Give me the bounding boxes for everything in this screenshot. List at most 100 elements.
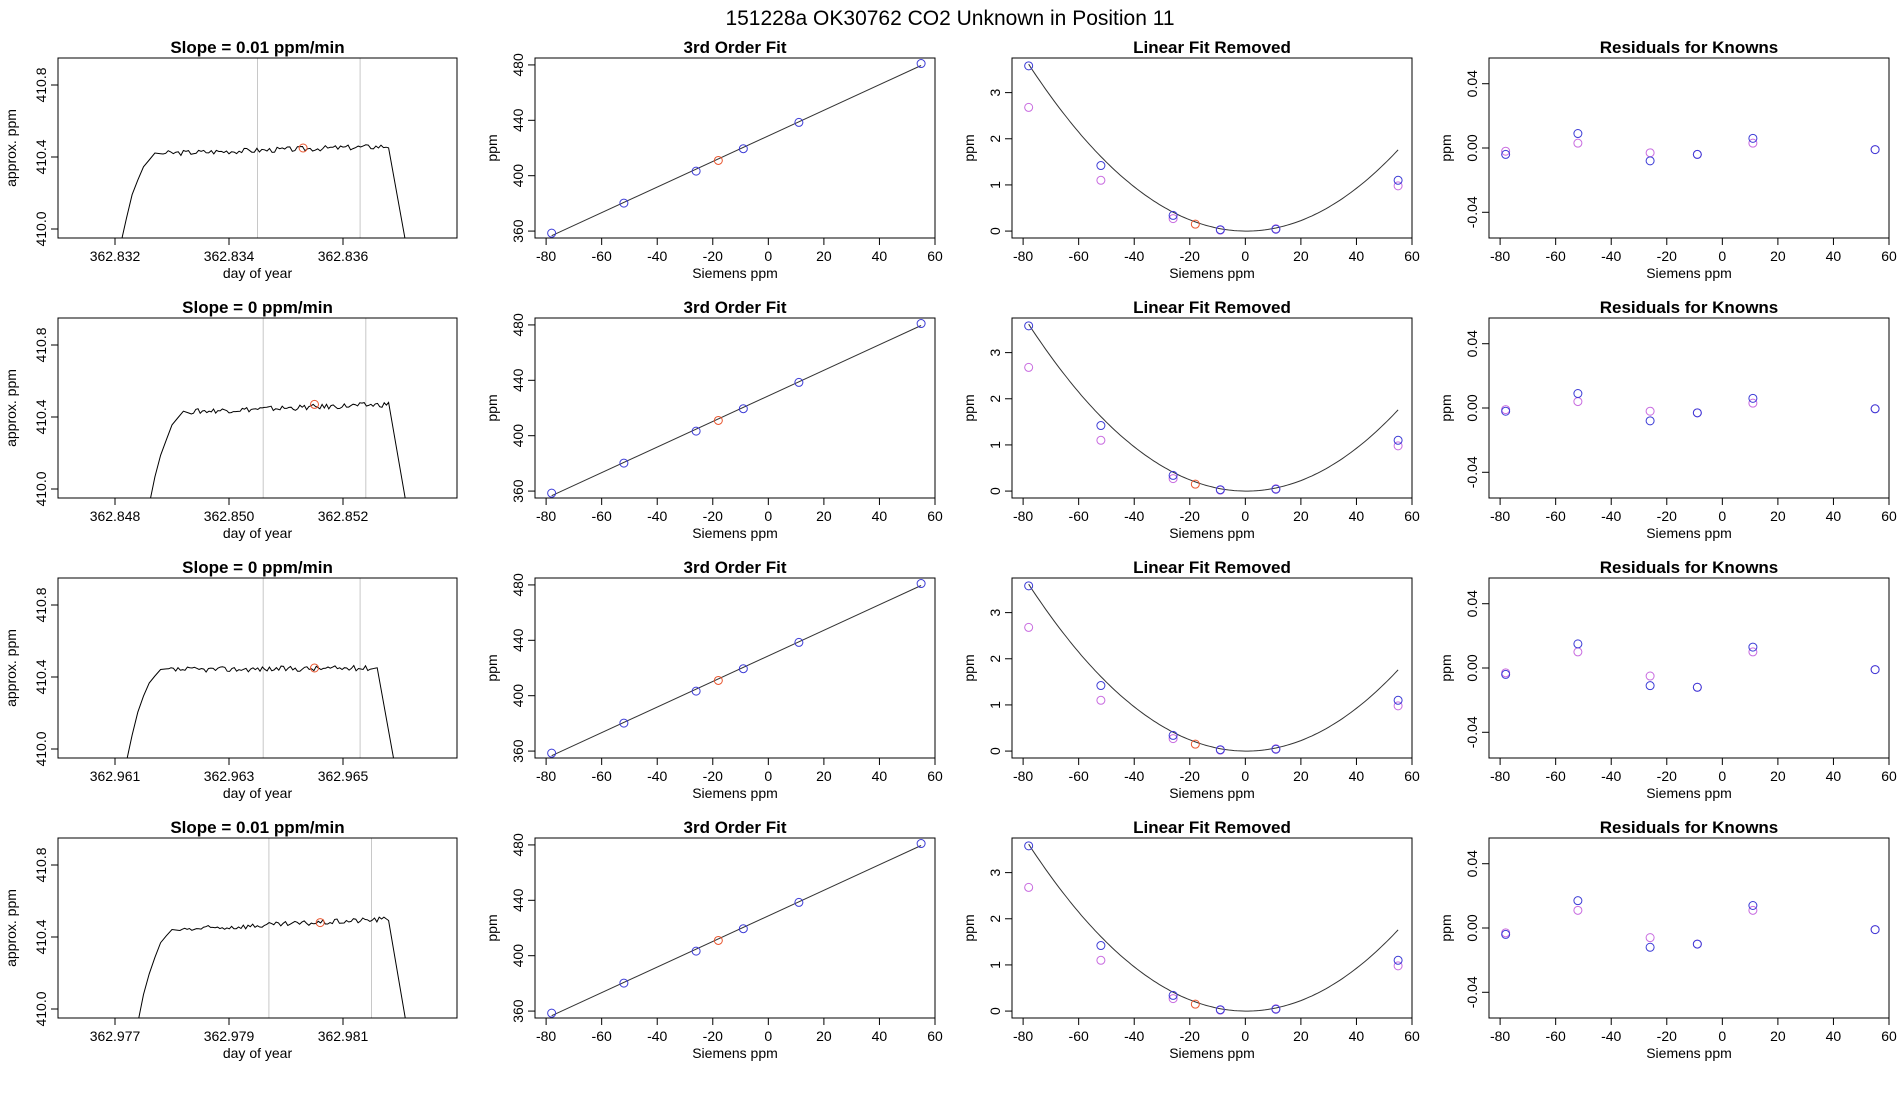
x-tick-label: 60 — [1881, 508, 1897, 524]
y-axis: 0 1 2 3 ppm — [961, 349, 1012, 495]
x-tick-label: -80 — [1013, 768, 1033, 784]
x-tick-label: 20 — [816, 768, 832, 784]
x-tick-label: 40 — [872, 508, 888, 524]
y-tick-label: 0.04 — [1464, 70, 1480, 97]
x-tick-label: -20 — [703, 768, 723, 784]
x-axis: -80 -60 -40 -20 0 20 40 60 Siemens ppm — [1013, 498, 1420, 541]
y-axis: 0 1 2 3 ppm — [961, 869, 1012, 1015]
x-tick-label: 0 — [1241, 508, 1249, 524]
known-point — [1096, 161, 1106, 171]
known-point — [691, 946, 701, 956]
panel-title: 3rd Order Fit — [684, 38, 787, 57]
known-point — [1024, 61, 1034, 71]
y-tick-label: 410.4 — [33, 659, 49, 694]
y-axis: -0.04 0.00 0.04 ppm — [1438, 590, 1489, 748]
known-point — [794, 897, 804, 907]
panel-fit-row4: 3rd Order Fit -80 -60 -40 -20 0 20 40 60 Siemens … — [484, 818, 943, 1061]
y-axis: 360 400 440 480 ppm — [484, 833, 535, 1023]
previous-point — [1645, 671, 1655, 681]
x-tick-label: -80 — [1013, 248, 1033, 264]
y-tick-label: 410.4 — [33, 919, 49, 954]
x-tick-label: -20 — [1657, 1028, 1677, 1044]
previous-point — [1024, 622, 1034, 632]
y-tick-label: 440 — [510, 628, 526, 652]
plot-frame — [57, 57, 458, 239]
known-point — [691, 166, 701, 176]
y-tick-label: 440 — [510, 888, 526, 912]
y-axis-label: ppm — [484, 134, 500, 161]
known-point — [916, 839, 926, 849]
y-tick-label: 3 — [987, 89, 1003, 97]
y-tick-label: 1 — [987, 441, 1003, 449]
previous-point — [1573, 138, 1583, 148]
x-tick-label: -40 — [1601, 508, 1621, 524]
y-tick-label: 2 — [987, 395, 1003, 403]
y-tick-label: 360 — [510, 479, 526, 503]
known-point — [738, 924, 748, 934]
y-tick-label: 410.0 — [33, 211, 49, 246]
x-tick-label: 362.848 — [90, 508, 141, 524]
known-point — [1645, 942, 1655, 952]
known-point — [1501, 929, 1511, 939]
previous-point — [1573, 647, 1583, 657]
known-point — [1271, 224, 1281, 234]
known-point — [547, 228, 557, 238]
known-point — [1501, 406, 1511, 416]
known-point — [916, 579, 926, 589]
trace-line — [121, 144, 406, 238]
plot-frame — [1011, 317, 1413, 499]
y-tick-label: 0.04 — [1464, 590, 1480, 617]
known-point — [1024, 581, 1034, 591]
x-axis-label: Siemens ppm — [1646, 525, 1732, 541]
panel-residuals-row1: Residuals for Knowns -80 -60 -40 -20 0 20 40 60 S… — [1438, 38, 1897, 281]
y-axis-label: approx. ppm — [3, 889, 19, 967]
x-axis-label: Siemens ppm — [1169, 525, 1255, 541]
known-point — [1870, 145, 1880, 155]
x-tick-label: 362.834 — [204, 248, 255, 264]
x-axis-label: Siemens ppm — [692, 1045, 778, 1061]
x-tick-label: -60 — [592, 768, 612, 784]
x-tick-label: -40 — [1124, 508, 1144, 524]
x-axis-label: day of year — [223, 525, 293, 541]
known-point — [1215, 485, 1225, 495]
known-point — [794, 637, 804, 647]
x-tick-label: 20 — [1770, 508, 1786, 524]
previous-point — [1024, 102, 1034, 112]
x-tick-label: -60 — [1546, 248, 1566, 264]
x-tick-label: -20 — [1657, 248, 1677, 264]
y-tick-label: 0.04 — [1464, 330, 1480, 357]
x-tick-label: 0 — [1241, 1028, 1249, 1044]
previous-point — [1748, 138, 1758, 148]
x-tick-label: -40 — [647, 1028, 667, 1044]
y-tick-label: 1 — [987, 701, 1003, 709]
known-point — [1271, 744, 1281, 754]
plot-area — [1024, 61, 1403, 235]
x-axis: -80 -60 -40 -20 0 20 40 60 Siemens ppm — [536, 1018, 943, 1061]
y-axis-label: ppm — [1438, 914, 1454, 941]
plot-area — [547, 839, 926, 1018]
panel-time-series-row3: Slope = 0 ppm/min 362.961 362.963 362.965 da… — [3, 558, 458, 801]
x-tick-label: 40 — [1349, 248, 1365, 264]
x-tick-label: -40 — [1601, 1028, 1621, 1044]
panel-title: 3rd Order Fit — [684, 298, 787, 317]
x-axis-label: Siemens ppm — [1646, 265, 1732, 281]
known-point — [1393, 695, 1403, 705]
x-tick-label: -20 — [1657, 508, 1677, 524]
x-axis-label: Siemens ppm — [692, 785, 778, 801]
y-tick-label: 0.04 — [1464, 850, 1480, 877]
known-point — [1271, 1004, 1281, 1014]
y-axis-label: ppm — [484, 654, 500, 681]
plot-frame — [57, 317, 458, 499]
known-point — [1393, 175, 1403, 185]
known-point — [1215, 225, 1225, 235]
x-tick-label: -40 — [1601, 768, 1621, 784]
quadratic-curve — [1028, 583, 1399, 752]
previous-point — [1393, 441, 1403, 451]
previous-point — [1168, 734, 1178, 744]
x-tick-label: -60 — [1546, 1028, 1566, 1044]
y-tick-label: 440 — [510, 108, 526, 132]
x-tick-label: -40 — [1124, 1028, 1144, 1044]
x-axis-label: Siemens ppm — [1169, 1045, 1255, 1061]
x-tick-label: 20 — [1293, 1028, 1309, 1044]
